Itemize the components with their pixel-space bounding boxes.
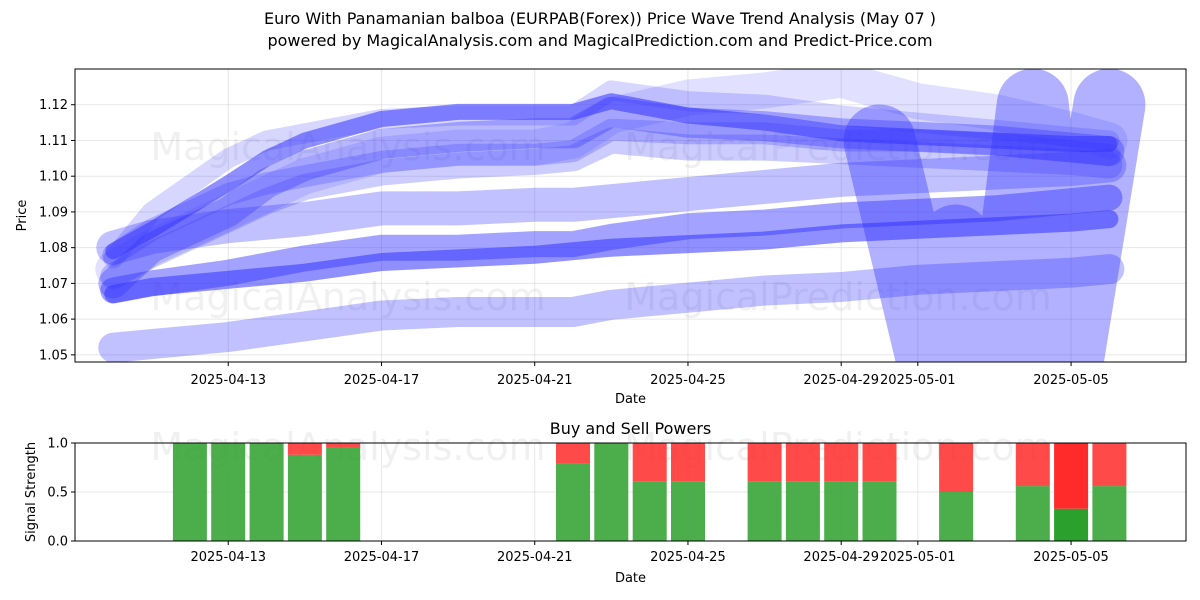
bottom-plot-bars: [172, 443, 1127, 541]
wave-series-line: [105, 93, 1118, 260]
top-y-axis-label: Price: [15, 200, 30, 232]
buy-bar: [594, 443, 629, 541]
sell-bar: [785, 443, 820, 482]
watermark-text: MagicalPrediction.com: [624, 275, 1052, 319]
bottom-y-tick-label: 0.0: [47, 535, 68, 550]
bottom-y-axis-label: Signal Strength: [24, 442, 39, 542]
buy-bar: [326, 447, 361, 541]
bottom-x-tick-label: 2025-05-01: [880, 550, 956, 565]
bottom-x-tick-label: 2025-04-29: [803, 550, 879, 565]
sell-bar: [556, 443, 590, 464]
bottom-x-axis-label: Date: [615, 571, 646, 586]
buy-bar: [747, 481, 782, 541]
chart-title: Euro With Panamanian balboa (EURPAB(Fore…: [263, 9, 936, 28]
top-y-tick-label: 1.08: [39, 241, 68, 256]
top-axes: 2025-04-13 2025-04-17 2025-04-21 2025-04-25…: [15, 98, 1109, 407]
bottom-x-tick-label: 2025-04-21: [497, 550, 573, 565]
buy-bar: [556, 463, 590, 541]
bottom-chart-title: Buy and Sell Powers: [550, 419, 712, 438]
top-x-tick-label: 2025-04-21: [497, 373, 573, 388]
bottom-x-tick-label: 2025-05-05: [1033, 550, 1109, 565]
buy-bar: [671, 481, 705, 541]
wave-series-line: [98, 254, 1125, 362]
sell-bar: [671, 443, 705, 482]
sell-bar: [287, 443, 322, 455]
sell-bar: [632, 443, 667, 482]
top-y-tick-label: 1.12: [39, 98, 68, 113]
top-x-tick-label: 2025-05-01: [880, 373, 956, 388]
buy-bar: [1054, 508, 1089, 541]
wave-series-line: [100, 127, 1123, 290]
wave-series-line: [95, 69, 1128, 288]
buy-bar: [287, 454, 322, 541]
watermark-layer: MagicalAnalysis.com MagicalPrediction.com…: [150, 125, 1051, 469]
buy-bar: [824, 481, 859, 541]
buy-bar: [211, 443, 246, 541]
sell-bar: [747, 443, 782, 482]
bottom-x-tick-label: 2025-04-25: [650, 550, 726, 565]
top-y-tick-label: 1.06: [39, 313, 68, 328]
wave-series-line: [96, 148, 1127, 265]
buy-bar: [862, 481, 897, 541]
chart-subtitle: powered by MagicalAnalysis.com and Magic…: [267, 31, 933, 50]
top-plot-frame: [74, 68, 1187, 363]
wave-series-line: [103, 80, 1120, 269]
top-y-tick-label: 1.05: [39, 348, 68, 363]
buy-bar: [632, 481, 667, 541]
bottom-y-tick-label: 0.5: [47, 486, 68, 501]
buy-bar: [785, 481, 820, 541]
buy-bar: [172, 443, 207, 541]
buy-bar: [1092, 486, 1127, 541]
bottom-x-tick-label: 2025-04-13: [190, 550, 266, 565]
top-plot-marks: [95, 69, 1146, 362]
top-x-tick-label: 2025-05-05: [1033, 373, 1109, 388]
sell-bar: [326, 443, 361, 448]
top-x-tick-label: 2025-04-29: [803, 373, 879, 388]
sell-bar: [1054, 443, 1089, 509]
wave-series-line: [104, 210, 1119, 304]
top-y-tick-label: 1.07: [39, 277, 68, 292]
bottom-x-tick-label: 2025-04-17: [344, 550, 420, 565]
sell-bar: [824, 443, 859, 482]
sell-bar: [1015, 443, 1050, 487]
top-y-tick-label: 1.09: [39, 205, 68, 220]
top-y-tick-label: 1.10: [39, 170, 68, 185]
top-y-tick-label: 1.11: [39, 134, 68, 149]
sell-bar: [1092, 443, 1127, 487]
top-x-tick-label: 2025-04-13: [190, 373, 266, 388]
bottom-y-tick-label: 1.0: [47, 437, 68, 452]
top-x-tick-label: 2025-04-25: [650, 373, 726, 388]
buy-bar: [939, 492, 974, 541]
sell-bar: [862, 443, 897, 482]
buy-bar: [249, 443, 284, 541]
top-x-axis-label: Date: [615, 392, 646, 407]
buy-bar: [1015, 486, 1050, 541]
bottom-axes: Buy and Sell Powers 2025-04-13 2025-04-17 2…: [24, 419, 1109, 586]
wave-letter-w: [843, 69, 1146, 362]
sell-bar: [939, 443, 974, 492]
top-x-tick-label: 2025-04-17: [344, 373, 420, 388]
